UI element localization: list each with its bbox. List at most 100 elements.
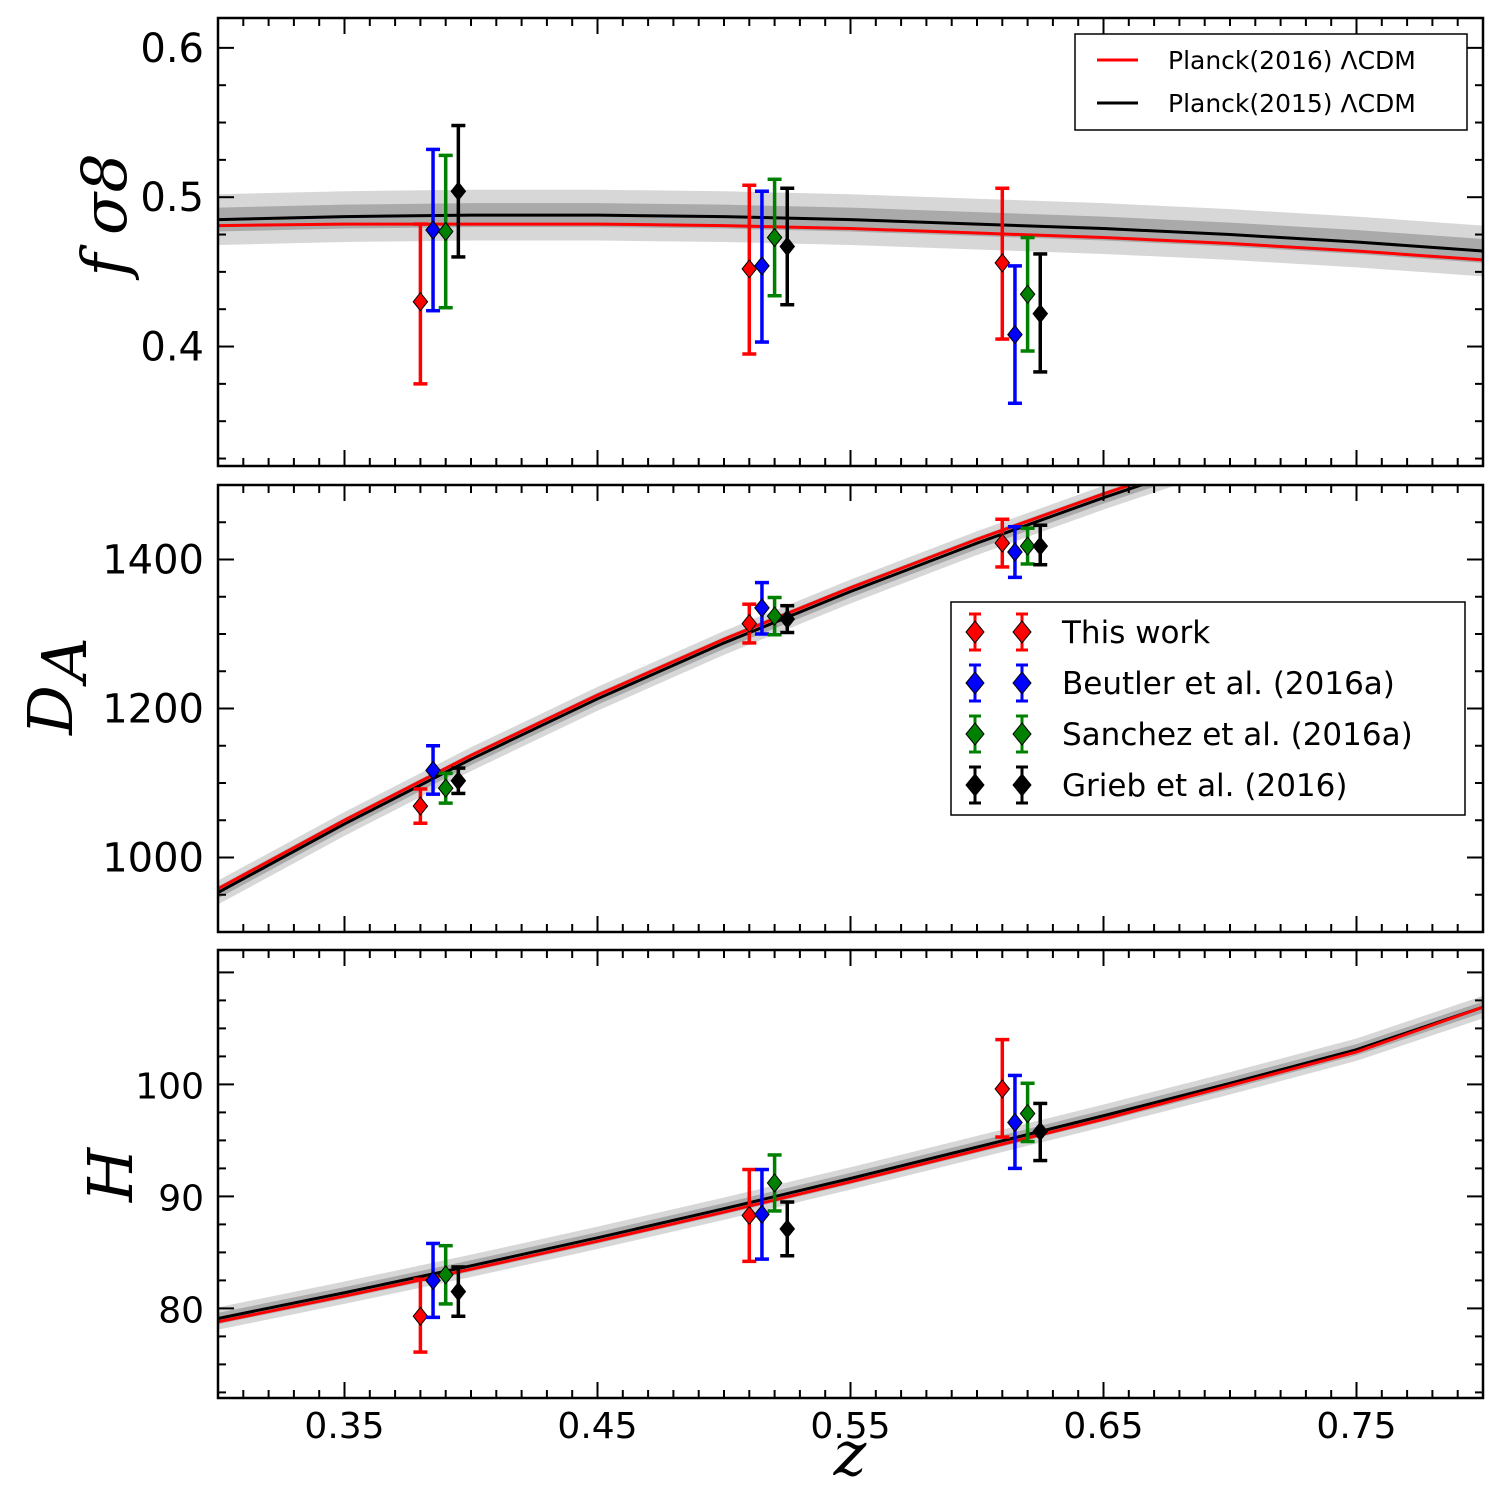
data-point [779,1200,796,1258]
plot-area [218,995,1483,1354]
panel-middle: 1000 1200 1400 This work Beutler et al. (201… [102,483,1485,934]
marker [741,613,758,634]
marker [450,181,467,202]
series-1 [425,524,1023,796]
y-tick-label: 1400 [102,538,204,584]
legend-marker [965,671,985,695]
data-point [1019,235,1036,353]
legend-label: Beutler et al. (2016a) [1062,666,1395,702]
data-point [425,744,441,796]
x-tick-label: 0.35 [304,1406,384,1447]
line-planck2015 [218,213,1483,253]
data-point [450,1265,467,1318]
y-tick-label: 1000 [102,836,204,882]
ticks [217,950,1484,1398]
marker [994,1079,1011,1099]
y-tick-label: 1200 [102,687,204,733]
marker [1007,1112,1023,1133]
marker [754,598,770,618]
y-tick-label: 90 [158,1178,204,1219]
marker [437,1264,454,1285]
marker [412,1306,429,1327]
marker [779,609,796,629]
data-point [412,787,429,825]
line-planck2016 [218,222,1483,262]
data-point [425,147,441,313]
data-point [412,1277,429,1354]
data-point [754,580,770,636]
series-2 [437,153,1036,353]
data-point [766,595,783,637]
marker [754,1204,770,1225]
marker [766,227,783,248]
marker [1019,536,1036,556]
data-point [437,1243,454,1306]
data-point [994,1037,1011,1139]
plot-area [218,485,1177,905]
data-point [437,771,454,805]
y-label-fsigma8: f σ8 [68,153,141,280]
series-0 [412,1037,1011,1354]
marker [1007,542,1023,562]
marker [450,1281,467,1302]
data-point [779,603,796,635]
y-tick-label: 0.6 [140,26,204,72]
data-point [437,153,454,310]
legend-marker [1012,671,1032,695]
data-point [741,1167,758,1264]
marker [1007,324,1023,345]
legend-datasets: This work Beutler et al. (2016a) Sanchez e… [950,601,1466,816]
legend-box [1074,33,1468,131]
line-planck2016 [218,485,1135,891]
series-0 [412,183,1011,386]
data-point [1007,524,1023,580]
data-point [754,1167,770,1261]
series-3 [450,123,1049,374]
data-point [754,189,770,344]
svg-text:A: A [28,637,101,687]
series-1 [425,147,1023,406]
data-point [1007,264,1023,406]
legend-box [950,601,1466,816]
ticks [217,18,1484,466]
marker [1019,284,1036,305]
ticks [217,484,1484,933]
svg-text:D: D [14,685,87,736]
marker [437,221,454,242]
data-point [1019,1081,1036,1144]
marker [425,1270,441,1291]
line-planck2015 [218,485,1146,894]
data-point [1032,1101,1049,1163]
legend-label: Grieb et al. (2016) [1062,768,1347,804]
marker [425,220,441,240]
data-point [1019,526,1036,566]
marker [1019,1103,1036,1124]
marker [412,291,429,312]
marker [437,778,454,799]
legend-label: This work [1061,615,1210,651]
legend-marker [965,620,985,644]
y-tick-label: 0.5 [140,175,204,221]
marker [994,533,1011,553]
data-point [779,186,796,307]
x-tick-label: 0.75 [1316,1406,1396,1447]
series-0 [412,517,1011,825]
series-2 [437,526,1036,805]
data-point [994,186,1011,341]
marker [994,253,1011,273]
series-3 [450,1101,1049,1318]
marker [1032,303,1049,324]
marker [754,256,770,276]
marker [1032,536,1049,556]
data-point [741,602,758,645]
legend-label: Planck(2016) ΛCDM [1168,46,1416,75]
data-point [1032,252,1049,374]
y-tick-label: 80 [158,1290,204,1331]
x-label-z: z [833,1417,867,1490]
marker [1032,1121,1049,1142]
marker [766,1173,783,1193]
data-point [766,177,783,298]
series-3 [450,523,1049,796]
panel-bottom: 80 90 100 0.35 0.45 0.55 0.65 0.75 [135,948,1485,1447]
data-point [994,517,1011,569]
